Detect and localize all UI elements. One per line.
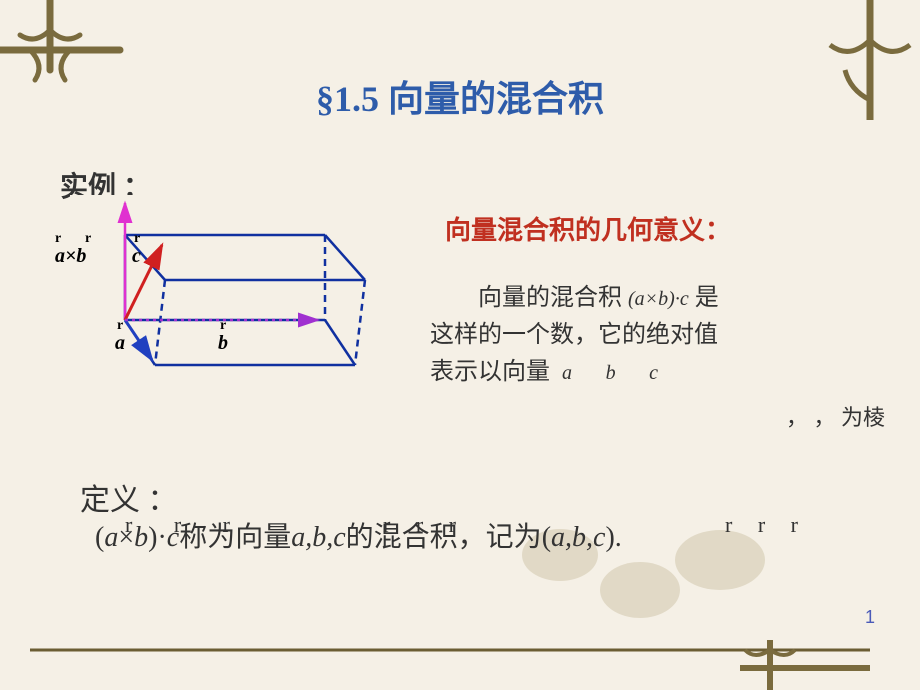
- meaning-title: 向量混合积的几何意义：: [445, 210, 731, 247]
- label-b: r b: [218, 332, 228, 355]
- label-a-cross-b: r r a×b: [55, 245, 86, 268]
- page-number: 1: [865, 607, 875, 628]
- label-c: r c: [132, 245, 141, 268]
- section-title: §1.5 向量的混合积: [316, 70, 604, 122]
- label-a: r a: [115, 332, 125, 355]
- expr-axb-dot-c: (a×b)·c: [628, 288, 689, 310]
- fragment-text: ， ， 为棱: [786, 400, 885, 432]
- definition-body: (a×b)·c称为向量a,b,c的混合积，记为(a,b,c).: [95, 515, 875, 555]
- parallelepiped-diagram: r r a×b r c r a r b: [70, 195, 410, 395]
- meaning-body: 向量的混合积 (a×b)·c 是 这样的一个数，它的绝对值 表示以向量 a⃗ b…: [430, 280, 830, 392]
